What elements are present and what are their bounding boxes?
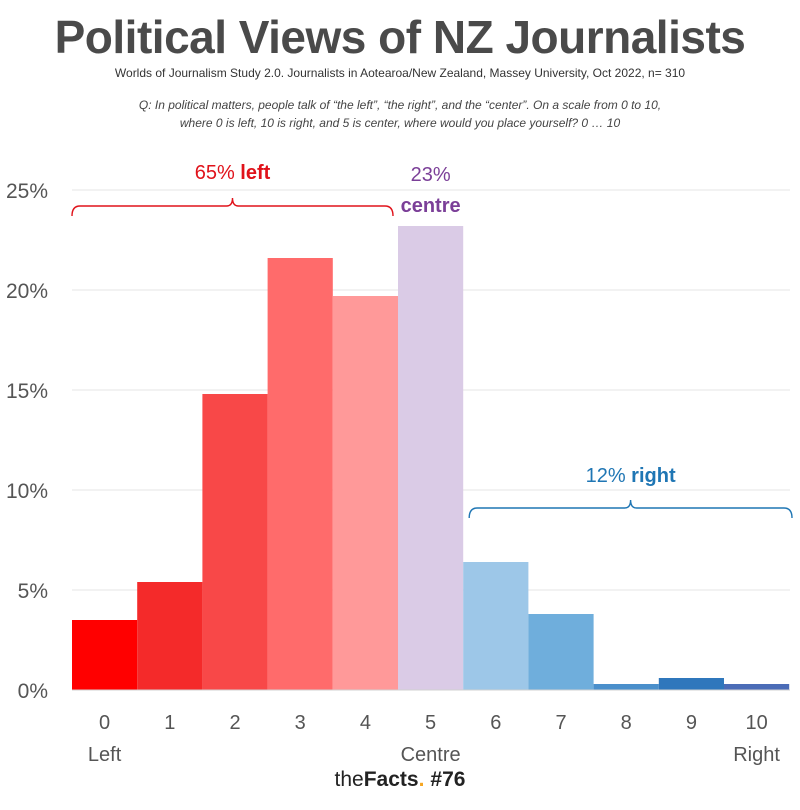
bar-5 bbox=[398, 226, 464, 690]
y-tick-label: 10% bbox=[6, 480, 48, 503]
left-annotation-word: left bbox=[240, 162, 270, 184]
x-tick-label: 3 bbox=[295, 712, 306, 734]
brand-the: the bbox=[334, 768, 364, 791]
brand-dot: . bbox=[418, 768, 425, 791]
bar-6 bbox=[463, 562, 529, 690]
left-brace bbox=[71, 197, 394, 217]
x-tick-label: 0 bbox=[99, 712, 110, 734]
bar-10 bbox=[724, 684, 790, 690]
bar-7 bbox=[528, 614, 594, 690]
question-line-1: Q: In political matters, people talk of … bbox=[138, 98, 662, 112]
x-tick-label: 1 bbox=[164, 712, 175, 734]
right-annotation: 12% right bbox=[586, 465, 676, 487]
x-tick-label: 5 bbox=[425, 712, 436, 734]
x-tick-label: 4 bbox=[360, 712, 371, 734]
right-brace bbox=[468, 499, 793, 519]
right-annotation-word: right bbox=[631, 465, 676, 487]
x-tick-label: 2 bbox=[229, 712, 240, 734]
bar-2 bbox=[202, 394, 268, 690]
chart-title: Political Views of NZ Journalists bbox=[54, 11, 746, 63]
y-tick-label: 0% bbox=[18, 680, 48, 703]
x-tick-label: 10 bbox=[745, 712, 767, 734]
bar-9 bbox=[658, 678, 724, 690]
left-annotation-pct: 65% bbox=[195, 162, 241, 184]
bar-3 bbox=[267, 258, 333, 690]
x-tick-label: 6 bbox=[490, 712, 501, 734]
footer-brand: theFacts. #76 bbox=[0, 768, 800, 792]
left-annotation: 65% left bbox=[195, 162, 271, 184]
question-line-2: where 0 is left, 10 is right, and 5 is c… bbox=[179, 116, 621, 130]
x-end-label-left: Left bbox=[88, 744, 122, 766]
issue-number: #76 bbox=[430, 768, 466, 791]
survey-question: Q: In political matters, people talk of … bbox=[60, 96, 740, 132]
centre-annotation-pct: 23% bbox=[411, 164, 451, 186]
x-end-label-centre: Centre bbox=[401, 744, 461, 766]
bar-1 bbox=[137, 582, 203, 690]
bar-4 bbox=[332, 296, 398, 690]
centre-annotation-word: centre bbox=[401, 195, 461, 217]
y-tick-label: 15% bbox=[6, 380, 48, 403]
x-end-label-right: Right bbox=[733, 744, 780, 766]
bar-8 bbox=[593, 684, 659, 690]
brand-facts: Facts bbox=[363, 768, 419, 791]
x-tick-label: 9 bbox=[686, 712, 697, 734]
bar-0 bbox=[72, 620, 138, 690]
right-annotation-pct: 12% bbox=[586, 465, 632, 487]
x-tick-label: 7 bbox=[555, 712, 566, 734]
y-tick-label: 25% bbox=[6, 180, 48, 203]
x-tick-label: 8 bbox=[621, 712, 632, 734]
y-tick-label: 5% bbox=[18, 580, 48, 603]
bar-chart: 0% 5% 10% 15% 20% 25% 0 1 2 3 4 5 6 7 8 9 10 Left Centre Ri… bbox=[6, 162, 793, 766]
y-tick-label: 20% bbox=[6, 280, 48, 303]
chart-subtitle: Worlds of Journalism Study 2.0. Journali… bbox=[114, 66, 686, 80]
